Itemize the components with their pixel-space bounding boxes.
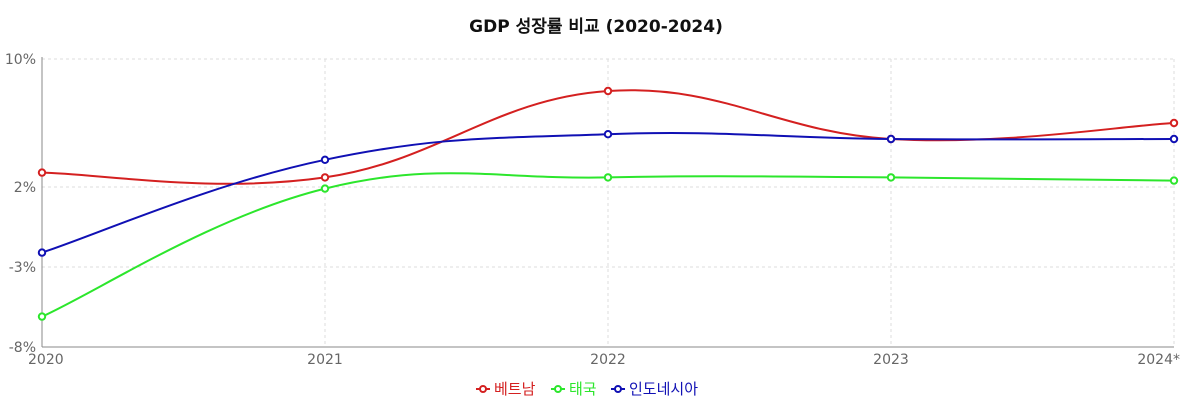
data-point[interactable] [37, 248, 47, 257]
data-point[interactable] [886, 134, 896, 144]
legend-label: 베트남 [494, 380, 536, 398]
series-points [37, 86, 1179, 321]
legend-swatch-marker [614, 385, 622, 393]
legend-item[interactable]: 베트남 [476, 380, 536, 398]
x-tick-label: 2024* [1137, 352, 1180, 368]
data-point[interactable] [1169, 118, 1179, 128]
data-point[interactable] [1169, 134, 1179, 144]
grid [41, 58, 1175, 348]
legend-swatch-marker [479, 385, 487, 393]
legend-item[interactable]: 인도네시아 [611, 380, 698, 398]
data-point[interactable] [603, 86, 613, 96]
y-tick-label: -3% [9, 260, 36, 276]
data-point[interactable] [320, 173, 330, 182]
y-tick-label: -8% [9, 340, 36, 356]
data-point[interactable] [320, 184, 330, 193]
data-point[interactable] [37, 168, 47, 177]
legend-item[interactable]: 태국 [551, 380, 597, 398]
y-tick-label: 10% [5, 52, 36, 68]
data-point[interactable] [603, 130, 613, 139]
legend-label: 태국 [569, 380, 597, 398]
x-tick-label: 2022 [590, 352, 626, 368]
data-point[interactable] [320, 155, 330, 165]
axes: 10% 2% -3% -8%2020 2021 2022 2023 2024* [5, 52, 1180, 368]
x-tick-label: 2023 [873, 352, 909, 368]
x-tick-label: 2020 [28, 352, 64, 368]
data-point[interactable] [37, 312, 47, 321]
data-point[interactable] [603, 173, 613, 182]
legend-swatch-marker [554, 385, 562, 393]
data-point[interactable] [1169, 176, 1179, 185]
legend-label: 인도네시아 [629, 380, 698, 398]
chart-title: GDP 성장률 비교 (2020-2024) [469, 17, 723, 37]
legend: 베트남 태국 인도네시아 [476, 380, 698, 398]
x-tick-label: 2021 [307, 352, 343, 368]
y-tick-label: 2% [14, 180, 36, 196]
data-point[interactable] [886, 173, 896, 182]
